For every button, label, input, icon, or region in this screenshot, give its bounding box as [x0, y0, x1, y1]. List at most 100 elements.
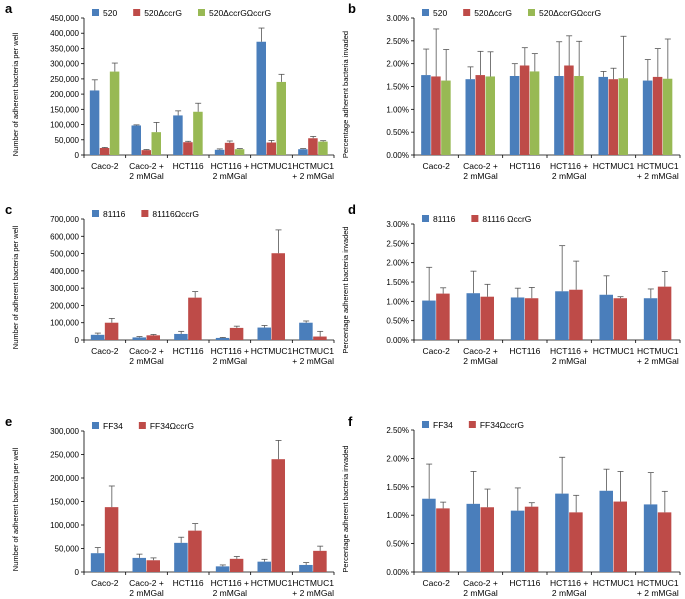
- bar-81116ΩccrG-3: [569, 289, 583, 340]
- y-tick-label: 2.00%: [386, 259, 409, 268]
- y-tick-label: 2.50%: [386, 239, 409, 248]
- y-tick-label: 500,000: [50, 250, 79, 259]
- bar-81116ΩccrG-2: [188, 297, 202, 340]
- y-tick-label: 200,000: [50, 474, 79, 483]
- y-tick-label: 1.50%: [386, 483, 409, 492]
- panel-letter: a: [5, 1, 13, 16]
- bar-520ΔccrG-5: [652, 76, 663, 155]
- y-tick-label: 1.00%: [386, 105, 409, 114]
- bar-520ΔccrGΩccrG-0: [441, 80, 451, 155]
- bar-520ΔccrG-0: [99, 147, 110, 155]
- y-tick-label: 50,000: [55, 545, 80, 554]
- y-axis-label: Number of adherent bacteria per well: [11, 225, 20, 349]
- y-tick-label: 400,000: [50, 29, 79, 38]
- y-axis-label: Number of adherent bacteria per well: [11, 32, 20, 156]
- bar-520-2: [509, 75, 520, 155]
- bar-FF34-3: [555, 493, 569, 572]
- bar-81116ΩccrG-5: [313, 336, 327, 340]
- bar-81116-2: [174, 333, 188, 340]
- category-label: Caco-2: [91, 346, 119, 356]
- panel-letter: e: [5, 414, 12, 429]
- bar-81116-0: [422, 300, 436, 340]
- bar-520ΔccrGΩccrG-0: [109, 71, 120, 155]
- y-tick-label: 200,000: [50, 301, 79, 310]
- category-label: HCTMUC1 + 2 mMGal: [292, 161, 334, 181]
- bar-81116ΩccrG-4: [271, 253, 285, 340]
- y-tick-label: 250,000: [50, 75, 79, 84]
- bar-FF34-0: [90, 553, 105, 572]
- legend-label: 520ΔccrGΩccrG: [209, 8, 271, 18]
- category-label: HCTMUC1 + 2 mMGal: [292, 578, 334, 598]
- bar-FF34ΩccrG-5: [313, 550, 327, 572]
- y-tick-label: 0.00%: [386, 336, 409, 345]
- bar-520ΔccrG-5: [308, 138, 318, 155]
- bar-81116ΩccrG-2: [524, 298, 539, 340]
- category-label: HCTMUC1: [593, 346, 635, 356]
- category-label: Caco-2: [91, 161, 119, 171]
- y-tick-label: 250,000: [50, 451, 79, 460]
- y-tick-label: 2.00%: [386, 60, 409, 69]
- legend-swatch: [138, 422, 146, 429]
- bar-520ΔccrGΩccrG-3: [234, 149, 245, 155]
- bar-FF34ΩccrG-2: [524, 506, 539, 572]
- legend-label: 520ΔccrGΩccrG: [539, 8, 601, 18]
- chart-panel-a: a 0 50,000 100,000 150,000 200,000 250,000 300,…: [5, 1, 335, 181]
- bar-520ΔccrG-3: [224, 142, 235, 155]
- y-tick-label: 200,000: [50, 90, 79, 99]
- legend-label: 81116 ΩccrG: [482, 214, 531, 224]
- y-tick-label: 1.00%: [386, 511, 409, 520]
- bar-520ΔccrG-2: [183, 142, 193, 155]
- y-tick-label: 50,000: [55, 136, 80, 145]
- category-label: HCTMUC1: [593, 578, 635, 588]
- bar-FF34-2: [174, 542, 188, 572]
- bar-520ΔccrG-0: [431, 76, 441, 155]
- category-label: HCTMUC1: [593, 161, 635, 171]
- legend-swatch: [463, 9, 471, 16]
- legend-swatch: [133, 9, 141, 16]
- bar-FF34ΩccrG-0: [104, 507, 119, 572]
- y-tick-label: 0.50%: [386, 540, 409, 549]
- legend-label: 81116: [433, 214, 456, 224]
- category-label: HCTMUC1 + 2 mMGal: [637, 578, 679, 598]
- legend-swatch: [92, 422, 99, 429]
- category-label: HCT116 +2 mMGal: [211, 578, 249, 598]
- bar-520-4: [598, 76, 608, 155]
- bar-520-1: [465, 79, 475, 155]
- bar-520-5: [642, 80, 653, 155]
- category-label: Caco-2 +2 mMGal: [463, 578, 498, 598]
- category-label: HCTMUC1 + 2 mMGal: [292, 346, 334, 366]
- bar-FF34-0: [422, 498, 436, 572]
- y-tick-label: 600,000: [50, 232, 79, 241]
- legend-label: FF34: [103, 421, 123, 431]
- bar-81116-0: [90, 334, 105, 340]
- y-tick-label: 2.00%: [386, 454, 409, 463]
- y-tick-label: 0: [75, 568, 80, 577]
- bar-81116-3: [215, 337, 230, 340]
- chart-panel-e: e 0 50,000 100,000 150,000 200,000 250,000 300,…: [5, 414, 335, 598]
- bar-FF34ΩccrG-3: [229, 558, 244, 572]
- bar-520ΔccrGΩccrG-3: [574, 75, 584, 155]
- bar-520-5: [298, 149, 308, 155]
- bar-520ΔccrGΩccrG-4: [618, 78, 628, 155]
- bar-520ΔccrG-4: [608, 79, 618, 155]
- bar-FF34-4: [599, 490, 613, 572]
- bar-520-1: [131, 125, 141, 155]
- legend-swatch: [198, 9, 205, 16]
- y-tick-label: 700,000: [50, 215, 79, 224]
- y-axis-label: Percentage adherent bacteria invaded: [341, 31, 350, 158]
- category-label: HCTMUC1 + 2 mMGal: [637, 346, 679, 366]
- legend-label: 81116: [103, 209, 126, 219]
- legend-label: FF34ΩccrG: [150, 421, 194, 431]
- category-label: HCT116 +2 mMGal: [550, 578, 588, 598]
- y-tick-label: 0: [75, 151, 80, 160]
- y-tick-label: 100,000: [50, 121, 79, 130]
- category-label: Caco-2 +2 mMGal: [463, 346, 498, 366]
- chart-panel-c: c 0 100,000 200,000 300,000 400,000 500,000 600…: [5, 202, 335, 366]
- bar-520-0: [421, 75, 431, 155]
- legend-label: 520: [103, 8, 117, 18]
- panel-letter: b: [348, 1, 356, 16]
- bar-81116-5: [643, 298, 658, 340]
- category-label: Caco-2: [422, 346, 450, 356]
- category-label: Caco-2 +2 mMGal: [463, 161, 498, 181]
